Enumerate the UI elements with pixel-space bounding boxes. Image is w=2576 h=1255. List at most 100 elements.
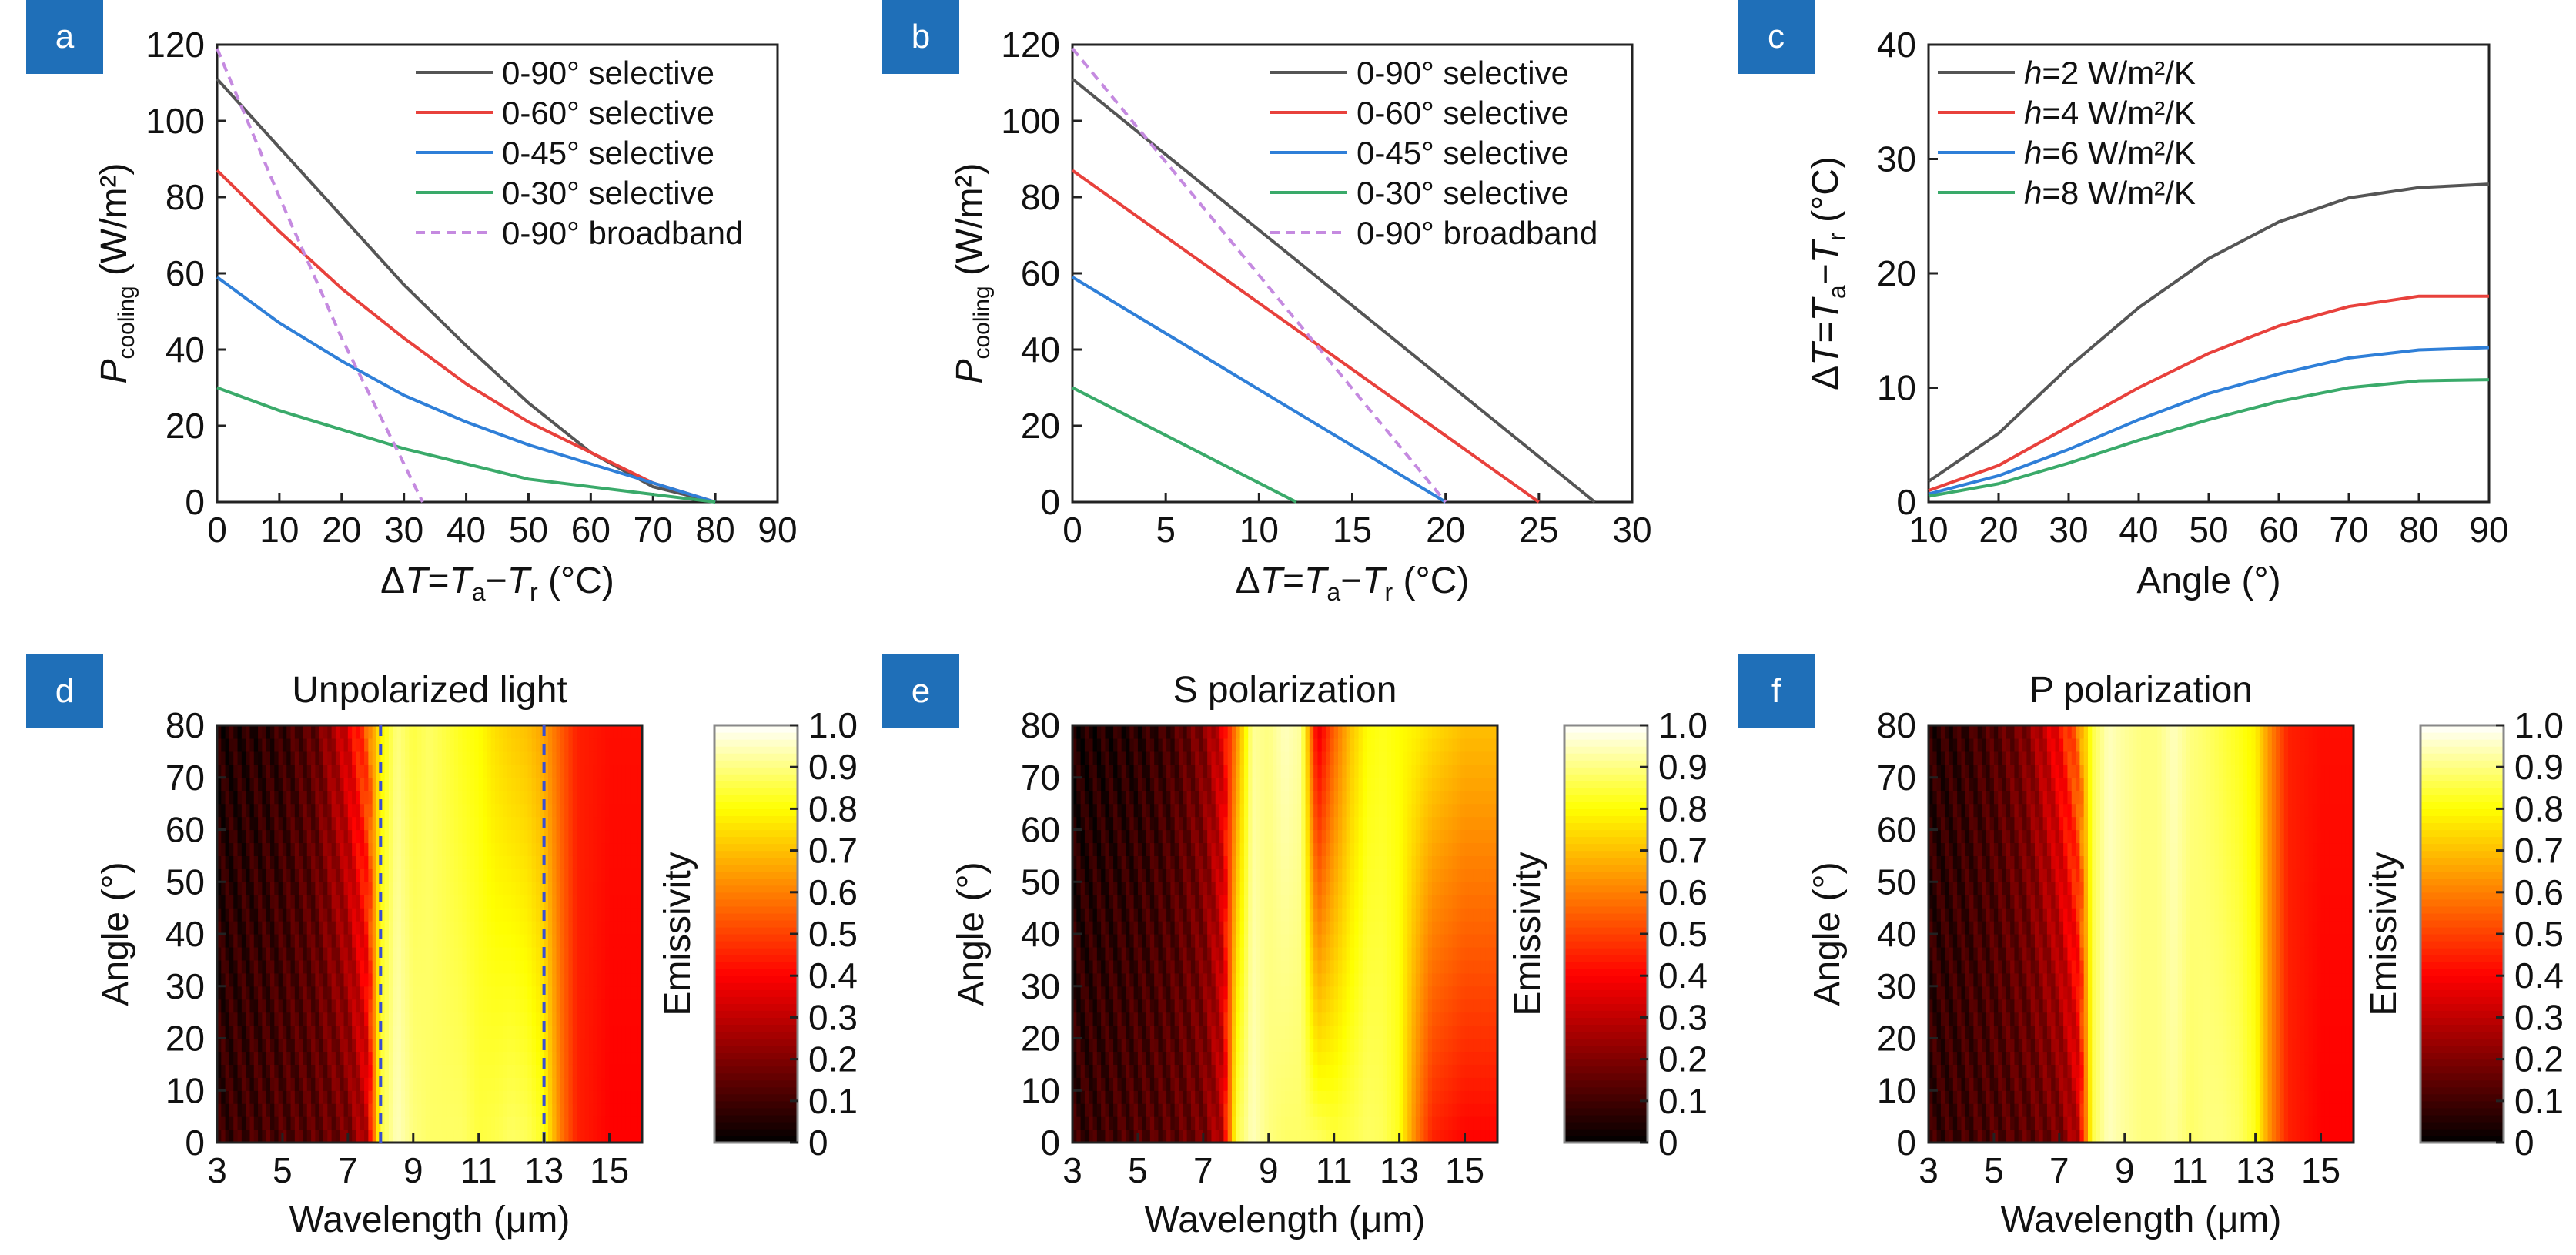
heatmap-cell xyxy=(294,946,299,961)
heatmap-cell xyxy=(299,842,304,856)
heatmap-cell xyxy=(577,1116,581,1130)
heatmap-cell xyxy=(352,1077,357,1091)
heatmap-cell xyxy=(1084,1051,1089,1065)
heatmap-cell xyxy=(613,1077,618,1091)
heatmap-cell xyxy=(372,738,377,752)
heatmap-cell xyxy=(1203,1090,1208,1104)
heatmap-cell xyxy=(544,725,549,739)
heatmap-cell xyxy=(1113,1116,1118,1130)
heatmap-cell xyxy=(490,738,496,752)
heatmap-cell xyxy=(282,816,287,831)
heatmap-cell xyxy=(524,842,528,856)
heatmap-cell xyxy=(1215,959,1220,974)
heatmap-cell xyxy=(253,1025,259,1039)
heatmap-cell xyxy=(274,803,279,818)
heatmap-cell xyxy=(1223,882,1229,895)
heatmap-cell xyxy=(400,1025,406,1039)
heatmap-cell xyxy=(282,1077,287,1091)
heatmap-cell xyxy=(233,790,239,805)
heatmap-cell xyxy=(494,803,500,818)
heatmap-cell xyxy=(1092,895,1098,909)
heatmap-cell xyxy=(1133,1103,1139,1117)
heatmap-cell xyxy=(421,842,427,856)
heatmap-cell xyxy=(1179,959,1183,974)
heatmap-cell xyxy=(311,1051,316,1065)
heatmap-cell xyxy=(1129,1130,1135,1143)
heatmap-cell xyxy=(430,842,434,856)
heatmap-cell xyxy=(1170,816,1176,831)
heatmap-cell xyxy=(1195,751,1200,765)
heatmap-cell xyxy=(441,751,447,765)
heatmap-cell xyxy=(441,868,447,882)
heatmap-cell xyxy=(1162,999,1167,1013)
heatmap-cell xyxy=(237,751,243,765)
heatmap-cell xyxy=(331,842,336,856)
heatmap-cell xyxy=(1232,1064,1236,1078)
heatmap-cell xyxy=(552,1090,557,1104)
heatmap-cell xyxy=(634,1090,639,1104)
heatmap-cell xyxy=(331,790,336,805)
heatmap-cell xyxy=(441,829,447,844)
heatmap-cell xyxy=(1199,725,1204,739)
heatmap-cell xyxy=(577,842,581,856)
heatmap-cell xyxy=(453,1130,459,1143)
heatmap-cell xyxy=(1096,1103,1102,1117)
heatmap-cell xyxy=(1227,1077,1233,1091)
heatmap-cell xyxy=(1195,764,1200,778)
heatmap-cell xyxy=(282,764,287,778)
heatmap-cell xyxy=(617,959,623,974)
heatmap-cell xyxy=(470,986,475,1000)
heatmap-cell xyxy=(507,999,512,1013)
heatmap-cell xyxy=(597,777,602,791)
legend-label-2: 0-45° selective xyxy=(1357,135,1569,171)
heatmap-cell xyxy=(630,777,634,791)
heatmap-cell xyxy=(1207,855,1213,869)
heatmap-cell xyxy=(241,1130,246,1143)
heatmap-cell xyxy=(577,790,581,805)
heatmap-cell xyxy=(1149,895,1155,909)
heatmap-cell xyxy=(319,829,324,844)
heatmap-cell xyxy=(507,895,512,909)
heatmap-cell xyxy=(1105,738,1110,752)
heatmap-cell xyxy=(311,986,316,1000)
heatmap-cell xyxy=(503,921,508,935)
heatmap-cell xyxy=(360,1090,365,1104)
heatmap-cell xyxy=(617,1025,623,1039)
heatmap-cell xyxy=(225,1116,230,1130)
heatmap-cell xyxy=(1113,725,1118,739)
heatmap-cell xyxy=(1170,829,1176,844)
heatmap-cell xyxy=(1084,725,1089,739)
heatmap-cell xyxy=(1199,816,1204,831)
heatmap-cell xyxy=(515,959,520,974)
heatmap-cell xyxy=(1232,1025,1236,1039)
heatmap-cell xyxy=(617,803,623,818)
heatmap-cell xyxy=(319,972,324,987)
heatmap-cell xyxy=(519,959,524,974)
heatmap-cell xyxy=(593,999,598,1013)
heatmap-cell xyxy=(1186,1077,1192,1091)
heatmap-cell xyxy=(347,842,353,856)
heatmap-cell xyxy=(507,1090,512,1104)
heatmap-cell xyxy=(400,946,406,961)
heatmap-cell xyxy=(270,908,275,922)
heatmap-cell xyxy=(1076,868,1082,882)
heatmap-cell xyxy=(441,855,447,869)
heatmap-cell xyxy=(299,908,304,922)
heatmap-cell xyxy=(380,1051,386,1065)
colorbar-step xyxy=(714,781,798,788)
heatmap-cell xyxy=(249,946,255,961)
heatmap-cell xyxy=(430,751,434,765)
heatmap-cell xyxy=(572,790,577,805)
heatmap-cell xyxy=(564,855,570,869)
heatmap-cell xyxy=(1190,868,1196,882)
heatmap-cell xyxy=(294,908,299,922)
heatmap-cell xyxy=(1203,738,1208,752)
heatmap-cell xyxy=(1089,972,1094,987)
heatmap-cell xyxy=(564,816,570,831)
heatmap-cell xyxy=(446,959,451,974)
heatmap-cell xyxy=(246,895,251,909)
heatmap-cell xyxy=(450,1012,455,1026)
heatmap-cell xyxy=(577,959,581,974)
heatmap-cell xyxy=(601,816,606,831)
heatmap-cell xyxy=(601,882,606,895)
